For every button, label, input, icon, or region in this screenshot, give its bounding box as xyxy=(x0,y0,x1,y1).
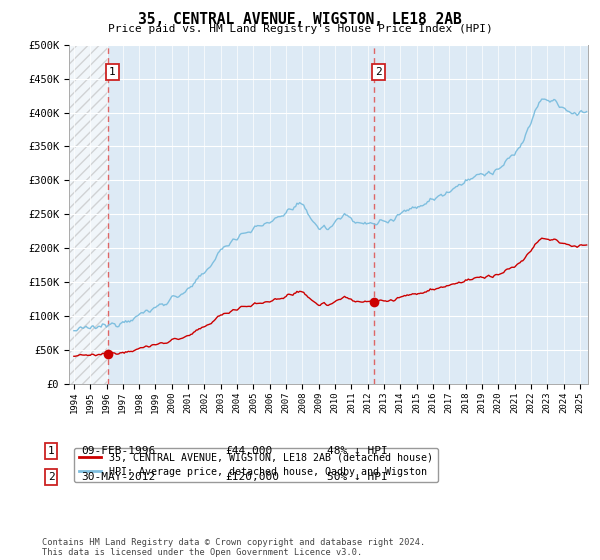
Text: 30-MAY-2012: 30-MAY-2012 xyxy=(81,472,155,482)
Text: £120,000: £120,000 xyxy=(225,472,279,482)
Text: 50% ↓ HPI: 50% ↓ HPI xyxy=(327,472,388,482)
Text: 1: 1 xyxy=(47,446,55,456)
Legend: 35, CENTRAL AVENUE, WIGSTON, LE18 2AB (detached house), HPI: Average price, deta: 35, CENTRAL AVENUE, WIGSTON, LE18 2AB (d… xyxy=(74,448,438,482)
Text: 09-FEB-1996: 09-FEB-1996 xyxy=(81,446,155,456)
Text: 48% ↓ HPI: 48% ↓ HPI xyxy=(327,446,388,456)
Bar xyxy=(69,45,109,384)
Text: 1: 1 xyxy=(109,67,116,77)
Text: 2: 2 xyxy=(47,472,55,482)
Text: Contains HM Land Registry data © Crown copyright and database right 2024.
This d: Contains HM Land Registry data © Crown c… xyxy=(42,538,425,557)
Text: 2: 2 xyxy=(375,67,382,77)
Text: Price paid vs. HM Land Registry's House Price Index (HPI): Price paid vs. HM Land Registry's House … xyxy=(107,24,493,34)
Text: £44,000: £44,000 xyxy=(225,446,272,456)
Text: 35, CENTRAL AVENUE, WIGSTON, LE18 2AB: 35, CENTRAL AVENUE, WIGSTON, LE18 2AB xyxy=(138,12,462,27)
